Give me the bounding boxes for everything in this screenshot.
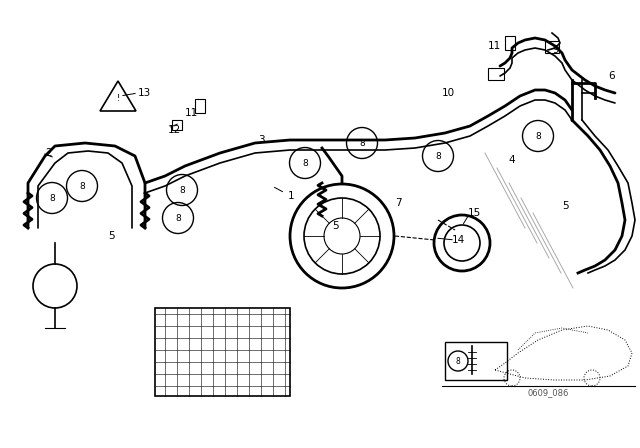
Text: 5: 5 <box>332 221 339 231</box>
Text: 8: 8 <box>359 138 365 147</box>
Bar <box>172 120 182 130</box>
Text: 1: 1 <box>288 191 294 201</box>
Bar <box>505 36 515 50</box>
Bar <box>155 308 290 396</box>
Text: 12: 12 <box>168 125 181 135</box>
Text: 5: 5 <box>108 231 115 241</box>
Text: 8: 8 <box>49 194 55 202</box>
Text: 3: 3 <box>258 135 264 145</box>
Text: 15: 15 <box>468 208 481 218</box>
Bar <box>488 68 504 80</box>
Text: 6: 6 <box>608 71 614 81</box>
Text: 5: 5 <box>562 201 568 211</box>
Bar <box>445 342 507 380</box>
Text: 8: 8 <box>456 357 460 366</box>
Text: 14: 14 <box>452 235 465 245</box>
Text: 8: 8 <box>535 132 541 141</box>
Text: 7: 7 <box>395 198 402 208</box>
Bar <box>195 99 205 113</box>
Text: 13: 13 <box>138 88 151 98</box>
Text: 10: 10 <box>442 88 455 98</box>
Text: !: ! <box>116 94 120 103</box>
Text: 4: 4 <box>508 155 515 165</box>
Text: 8: 8 <box>79 181 85 190</box>
Text: 8: 8 <box>302 159 308 168</box>
Text: 8: 8 <box>175 214 181 223</box>
Text: 8: 8 <box>435 151 441 160</box>
Text: 8: 8 <box>179 185 185 194</box>
Text: 11: 11 <box>488 41 501 51</box>
Text: 0609_086: 0609_086 <box>527 388 569 397</box>
Bar <box>545 41 559 53</box>
Text: 11: 11 <box>185 108 198 118</box>
Text: 9: 9 <box>552 45 559 55</box>
Text: 2: 2 <box>45 148 52 158</box>
